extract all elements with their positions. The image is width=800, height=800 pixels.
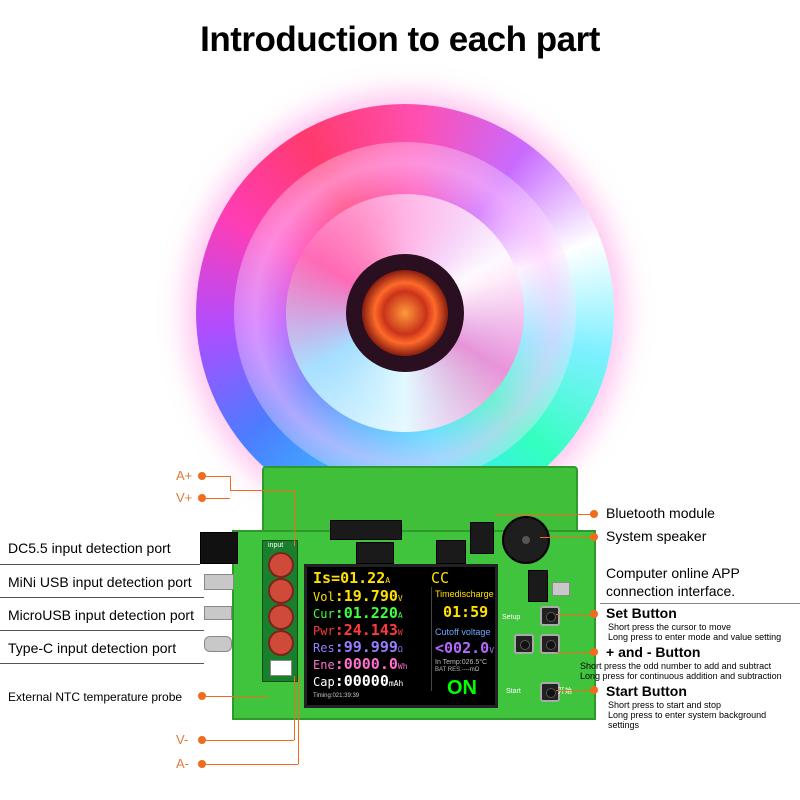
lcd-bat-res: BAT RES:----mΩ bbox=[435, 667, 480, 673]
computer-label-2: connection interface. bbox=[606, 583, 736, 599]
dc55-label: DC5.5 input detection port bbox=[8, 540, 171, 556]
micro-usb-port bbox=[204, 606, 232, 620]
lcd-row-ene: Ene:0000.0Wh bbox=[313, 655, 408, 673]
lcd-mode: CC bbox=[431, 569, 450, 587]
input-label: input bbox=[268, 542, 284, 549]
callout-line bbox=[206, 498, 230, 499]
a-minus-label: A- bbox=[176, 756, 189, 771]
start-button-desc-1: Short press to start and stop bbox=[608, 700, 722, 710]
callout-line bbox=[540, 537, 592, 538]
start-button[interactable] bbox=[540, 682, 560, 702]
set-button[interactable] bbox=[540, 606, 560, 626]
computer-usb-port bbox=[552, 582, 570, 596]
start-button-desc-3: settings bbox=[608, 720, 640, 730]
callout-underline bbox=[600, 603, 800, 604]
start-dot bbox=[590, 686, 598, 694]
callout-line bbox=[206, 696, 268, 697]
callout-line bbox=[230, 490, 294, 491]
lcd-timing: Timing:021:39:39 bbox=[313, 693, 360, 699]
plus-minus-dot bbox=[590, 648, 598, 656]
fan-hub bbox=[362, 270, 448, 356]
callout-underline bbox=[0, 630, 204, 631]
micro-usb-label: MicroUSB input detection port bbox=[8, 607, 194, 623]
plus-minus-desc-2: Long press for continuous addition and s… bbox=[580, 671, 782, 681]
callout-line bbox=[298, 676, 299, 764]
lcd-display: Is=01.22A CC Vol:19.790V Cur:01.220A Pwr… bbox=[304, 564, 498, 708]
ntc-dot bbox=[198, 692, 206, 700]
lcd-row-cap: Cap:00000mAh bbox=[313, 672, 404, 690]
mini-usb-port bbox=[204, 574, 234, 590]
lcd-state: ON bbox=[447, 677, 477, 699]
callout-line bbox=[556, 614, 592, 615]
set-dot bbox=[590, 610, 598, 618]
setup-label: Setup bbox=[502, 614, 521, 621]
a-plus-dot bbox=[198, 472, 206, 480]
set-button-title: Set Button bbox=[606, 605, 677, 621]
callout-line bbox=[206, 764, 298, 765]
callout-underline bbox=[0, 663, 204, 664]
callout-line bbox=[230, 476, 231, 490]
ic-chip bbox=[356, 542, 394, 564]
plus-button[interactable] bbox=[540, 634, 560, 654]
v-minus-dot bbox=[198, 736, 206, 744]
callout-underline bbox=[0, 564, 200, 565]
speaker-dot bbox=[590, 533, 598, 541]
a-plus-label: A+ bbox=[176, 468, 193, 483]
set-button-desc-2: Long press to enter mode and value setti… bbox=[608, 632, 782, 642]
v-plus-dot bbox=[198, 494, 206, 502]
callout-line bbox=[556, 690, 592, 691]
start-button-title: Start Button bbox=[606, 683, 687, 699]
lcd-divider bbox=[431, 587, 432, 691]
bluetooth-module bbox=[470, 522, 494, 554]
callout-line bbox=[294, 490, 295, 546]
terminal-screw bbox=[268, 604, 294, 630]
minus-button[interactable] bbox=[514, 634, 534, 654]
type-c-label: Type-C input detection port bbox=[8, 640, 177, 656]
dc55-jack bbox=[200, 532, 238, 564]
computer-label-1: Computer online APP bbox=[606, 565, 740, 581]
ntc-probe-connector bbox=[270, 660, 292, 676]
v-minus-label: V- bbox=[176, 732, 189, 747]
mini-usb-label: MiNi USB input detection port bbox=[8, 574, 192, 590]
page-title: Introduction to each part bbox=[200, 20, 600, 59]
system-speaker bbox=[502, 516, 550, 564]
callout-line bbox=[496, 514, 592, 515]
start-cn-label: 开始 bbox=[558, 688, 572, 695]
terminal-screw bbox=[268, 552, 294, 578]
v-plus-label: V+ bbox=[176, 490, 193, 505]
lcd-row-is: Is=01.22A bbox=[313, 569, 391, 587]
lcd-in-temp: In Temp:026.5°C bbox=[435, 659, 488, 666]
rgb-cooling-fan bbox=[196, 104, 614, 522]
bluetooth-chip bbox=[330, 520, 402, 540]
ntc-label: External NTC temperature probe bbox=[8, 690, 183, 704]
set-button-desc-1: Short press the cursor to move bbox=[608, 622, 732, 632]
lcd-timed-label: Timedischarge bbox=[435, 589, 494, 599]
type-c-port bbox=[204, 636, 232, 652]
terminal-screw bbox=[268, 578, 294, 604]
speaker-label: System speaker bbox=[606, 528, 707, 544]
lcd-row-pwr: Pwr:24.143W bbox=[313, 621, 403, 639]
lcd-row-cur: Cur:01.220A bbox=[313, 604, 403, 622]
callout-line bbox=[206, 476, 230, 477]
ic-chip bbox=[528, 570, 548, 602]
bluetooth-dot bbox=[590, 510, 598, 518]
start-label: Start bbox=[506, 688, 521, 695]
lcd-cutoff-label: Cutoff voltage bbox=[435, 627, 491, 637]
a-minus-dot bbox=[198, 760, 206, 768]
start-button-desc-2: Long press to enter system background bbox=[608, 710, 767, 720]
plus-minus-title: + and - Button bbox=[606, 644, 701, 660]
lcd-row-res: Res:99.999Ω bbox=[313, 638, 403, 656]
terminal-screw bbox=[268, 630, 294, 656]
plus-minus-desc-1: Short press the odd number to add and su… bbox=[580, 661, 772, 671]
callout-underline bbox=[0, 597, 204, 598]
bluetooth-label: Bluetooth module bbox=[606, 505, 715, 521]
callout-line bbox=[294, 676, 295, 740]
ic-chip bbox=[436, 540, 466, 564]
callout-line bbox=[206, 740, 294, 741]
lcd-cutoff-value: <002.0V bbox=[435, 639, 495, 657]
lcd-timed-value: 01:59 bbox=[443, 603, 489, 621]
callout-line bbox=[556, 652, 592, 653]
lcd-row-vol: Vol:19.790V bbox=[313, 587, 403, 605]
